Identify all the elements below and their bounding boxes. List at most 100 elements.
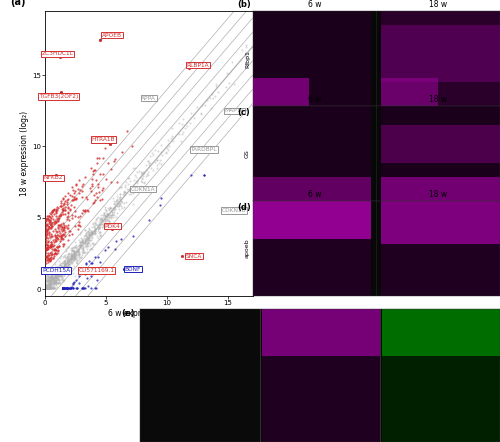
Point [65,232,73,239]
Point [52,283,60,290]
Point [67,284,75,291]
Point [82,244,90,251]
Point [46,216,54,223]
Point [58,201,66,208]
Point [48,273,56,280]
Point [44,275,52,282]
Point [46,254,54,261]
Point [142,172,150,179]
Point [50,206,58,213]
Point [48,207,56,214]
Point [68,252,76,259]
Point [72,196,80,203]
Point [82,193,90,200]
Point [42,284,50,291]
Text: GS: GS [245,149,250,158]
Point [42,278,50,285]
Point [54,214,62,221]
Point [48,275,56,282]
Point [114,202,122,209]
Point [60,284,68,291]
Point [44,225,52,232]
Point [131,172,139,179]
Point [179,128,187,135]
Point [92,253,100,260]
Point [76,241,84,248]
Point [66,228,74,235]
Point [44,257,52,264]
Point [42,277,50,284]
Point [74,257,82,264]
Point [58,232,66,239]
Point [138,168,145,175]
Point [136,182,144,189]
Point [53,234,61,241]
Point [102,212,110,219]
Point [104,212,112,219]
Point [56,266,64,273]
Point [64,262,72,269]
Point [46,274,54,282]
Point [66,252,74,259]
Point [60,284,68,291]
Point [66,259,74,267]
Point [65,257,73,264]
Point [58,236,66,243]
Text: (a): (a) [10,0,26,7]
Point [86,230,94,237]
Point [50,284,58,291]
Point [82,233,90,240]
Point [46,268,54,275]
Point [44,275,52,282]
Point [43,284,51,291]
Point [61,263,69,270]
Point [46,209,54,216]
Point [103,212,111,219]
Point [64,284,72,291]
Point [46,280,54,287]
Text: CU571169.1: CU571169.1 [78,268,114,273]
Point [70,187,78,194]
Point [120,266,128,273]
Point [44,284,52,291]
Point [60,284,68,291]
Point [52,273,60,280]
Point [52,271,60,278]
Point [53,228,61,235]
Point [88,229,96,236]
Point [60,284,68,291]
Point [52,264,60,271]
Point [55,267,63,274]
Point [114,201,122,208]
Point [102,211,110,218]
Point [44,245,52,252]
Point [110,198,118,205]
Point [44,225,52,232]
Point [50,253,58,260]
Point [122,178,130,185]
Point [60,221,68,228]
Point [182,122,190,130]
Point [47,280,55,287]
Point [185,65,193,72]
Point [58,224,66,231]
Point [54,271,62,278]
Point [99,221,107,228]
Bar [381,177,500,201]
Point [52,208,60,215]
Point [70,278,78,286]
Point [112,200,120,207]
Point [75,245,83,252]
Point [60,284,68,291]
Point [67,257,75,264]
Bar [381,77,438,106]
Point [58,267,66,274]
Point [149,151,157,158]
Point [79,245,87,252]
Point [70,253,78,260]
Point [101,145,109,152]
Point [92,215,100,222]
Point [70,255,78,263]
Point [50,277,58,284]
Point [85,234,93,241]
